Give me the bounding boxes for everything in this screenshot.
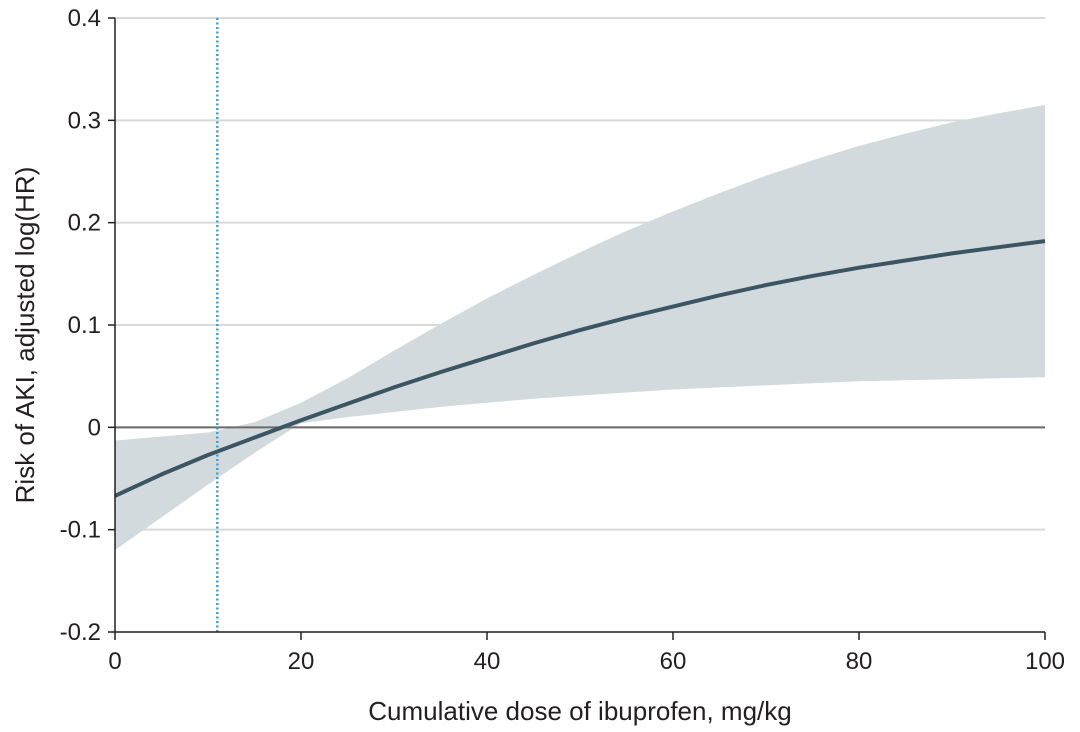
x-tick-label-1: 20 [288, 648, 315, 675]
y-tick-label-6: 0.4 [68, 5, 101, 32]
x-tick-label-5: 100 [1025, 648, 1065, 675]
x-tick-label-2: 40 [474, 648, 501, 675]
y-tick-label-0: -0.2 [60, 619, 101, 646]
reference-lines [115, 18, 1045, 632]
x-axis-title: Cumulative dose of ibuprofen, mg/kg [368, 696, 791, 726]
x-tick-label-3: 60 [660, 648, 687, 675]
y-tick-label-1: -0.1 [60, 517, 101, 544]
y-tick-label-4: 0.2 [68, 210, 101, 237]
tick-labels: -0.2 -0.1 0 0.1 0.2 0.3 0.4 0 20 40 60 80 100 [60, 5, 1065, 675]
x-tick-label-0: 0 [108, 648, 121, 675]
confidence-band [115, 105, 1045, 551]
y-tick-label-3: 0.1 [68, 312, 101, 339]
risk-curve-line [114, 239, 1046, 498]
axes [108, 17, 1046, 640]
x-tick-label-4: 80 [846, 648, 873, 675]
y-axis-title: Risk of AKI, adjusted log(HR) [10, 167, 40, 504]
y-tick-label-2: 0 [88, 414, 101, 441]
y-tick-label-5: 0.3 [68, 107, 101, 134]
